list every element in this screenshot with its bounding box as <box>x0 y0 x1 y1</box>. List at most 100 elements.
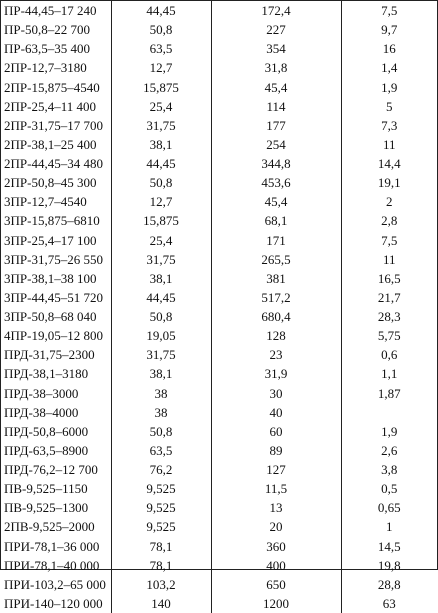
breaking-load-cell: 60 <box>210 421 342 441</box>
mass-cell: 9,7 <box>340 20 437 40</box>
mass-cell: 21,7 <box>340 287 437 307</box>
breaking-load-cell: 40 <box>210 402 342 422</box>
mass-cell: 11 <box>340 249 437 269</box>
mass-cell: 1,1 <box>340 364 437 384</box>
pitch-cell: 31,75 <box>110 115 212 135</box>
pitch-cell: 9,525 <box>110 479 212 499</box>
pitch-cell: 9,525 <box>110 498 212 518</box>
mass-cell: 1,9 <box>340 77 437 97</box>
pitch-cell: 44,45 <box>110 1 212 21</box>
pitch-cell: 44,45 <box>110 154 212 174</box>
table-row: ПРИ-103,2–65 000 103,2 650 28,8 <box>1 574 437 594</box>
mass-cell: 11 <box>340 134 437 154</box>
pitch-cell: 38,1 <box>110 364 212 384</box>
breaking-load-cell: 30 <box>210 383 342 403</box>
chain-designation-cell: 3ПР-50,8–68 040 <box>1 307 112 327</box>
table-row: ПР-44,45–17 240 44,45 172,4 7,5 <box>1 1 437 21</box>
pitch-cell: 38,1 <box>110 268 212 288</box>
breaking-load-cell: 227 <box>210 20 342 40</box>
mass-cell: 28,3 <box>340 307 437 327</box>
breaking-load-cell: 381 <box>210 268 342 288</box>
pitch-cell: 78,1 <box>110 536 212 556</box>
breaking-load-cell: 517,2 <box>210 287 342 307</box>
breaking-load-cell: 128 <box>210 326 342 346</box>
mass-cell: 16 <box>340 39 437 59</box>
table-row: 2ПР-50,8–45 300 50,8 453,6 19,1 <box>1 173 437 193</box>
mass-cell: 0,6 <box>340 345 437 365</box>
chain-designation-cell: ПРД-50,8–6000 <box>1 421 112 441</box>
chain-designation-cell: 2ПВ-9,525–2000 <box>1 517 112 537</box>
chain-designation-cell: ПРД-38–4000 <box>1 402 112 422</box>
mass-cell: 19,1 <box>340 173 437 193</box>
mass-cell: 2,8 <box>340 211 437 231</box>
table-row: ПРИ-78,1–36 000 78,1 360 14,5 <box>1 536 437 556</box>
breaking-load-cell: 20 <box>210 517 342 537</box>
table-row: 2ПВ-9,525–2000 9,525 20 1 <box>1 517 437 537</box>
table-row: ПВ-9,525–1300 9,525 13 0,65 <box>1 498 437 518</box>
mass-cell: 2 <box>340 192 437 212</box>
breaking-load-cell: 31,8 <box>210 58 342 78</box>
mass-cell: 63 <box>340 593 437 613</box>
chain-designation-cell: ПРД-76,2–12 700 <box>1 460 112 480</box>
pitch-cell: 38 <box>110 383 212 403</box>
mass-cell: 1,87 <box>340 383 437 403</box>
breaking-load-cell: 31,9 <box>210 364 342 384</box>
breaking-load-cell: 172,4 <box>210 1 342 21</box>
chain-designation-cell: 3ПР-25,4–17 100 <box>1 230 112 250</box>
table-row: ПР-63,5–35 400 63,5 354 16 <box>1 39 437 59</box>
chain-designation-cell: 3ПР-44,45–51 720 <box>1 287 112 307</box>
breaking-load-cell: 89 <box>210 440 342 460</box>
table-row: ПРИ-78,1–40 000 78,1 400 19,8 <box>1 555 437 575</box>
pitch-cell: 63,5 <box>110 440 212 460</box>
pitch-cell: 9,525 <box>110 517 212 537</box>
chain-designation-cell: ПРД-38,1–3180 <box>1 364 112 384</box>
breaking-load-cell: 23 <box>210 345 342 365</box>
mass-cell: 19,8 <box>340 555 437 575</box>
table-row: 2ПР-15,875–4540 15,875 45,4 1,9 <box>1 77 437 97</box>
pitch-cell: 103,2 <box>110 574 212 594</box>
mass-cell: 3,8 <box>340 460 437 480</box>
chain-designation-cell: 4ПР-19,05–12 800 <box>1 326 112 346</box>
pitch-cell: 25,4 <box>110 230 212 250</box>
mass-cell: 7,3 <box>340 115 437 135</box>
breaking-load-cell: 360 <box>210 536 342 556</box>
table-row: ПРД-63,5–8900 63,5 89 2,6 <box>1 440 437 460</box>
breaking-load-cell: 114 <box>210 96 342 116</box>
chain-designation-cell: ПР-44,45–17 240 <box>1 1 112 21</box>
mass-cell: 16,5 <box>340 268 437 288</box>
pitch-cell: 44,45 <box>110 287 212 307</box>
chain-designation-cell: 2ПР-31,75–17 700 <box>1 115 112 135</box>
chain-designation-cell: 3ПР-38,1–38 100 <box>1 268 112 288</box>
breaking-load-cell: 354 <box>210 39 342 59</box>
pitch-cell: 15,875 <box>110 211 212 231</box>
pitch-cell: 12,7 <box>110 58 212 78</box>
breaking-load-cell: 177 <box>210 115 342 135</box>
chain-designation-cell: ПРД-31,75–2300 <box>1 345 112 365</box>
chain-designation-cell: 2ПР-25,4–11 400 <box>1 96 112 116</box>
table-row: ПР-50,8–22 700 50,8 227 9,7 <box>1 20 437 40</box>
table-row: 3ПР-44,45–51 720 44,45 517,2 21,7 <box>1 287 437 307</box>
breaking-load-cell: 45,4 <box>210 192 342 212</box>
breaking-load-cell: 127 <box>210 460 342 480</box>
chain-designation-cell: 2ПР-44,45–34 480 <box>1 154 112 174</box>
table-row: 2ПР-12,7–3180 12,7 31,8 1,4 <box>1 58 437 78</box>
pitch-cell: 38 <box>110 402 212 422</box>
mass-cell: 0,65 <box>340 498 437 518</box>
chain-designation-cell: 3ПР-31,75–26 550 <box>1 249 112 269</box>
table-row: 3ПР-50,8–68 040 50,8 680,4 28,3 <box>1 307 437 327</box>
chain-designation-cell: 2ПР-12,7–3180 <box>1 58 112 78</box>
chain-designation-cell: 3ПР-12,7–4540 <box>1 192 112 212</box>
breaking-load-cell: 171 <box>210 230 342 250</box>
table-row: 3ПР-15,875–6810 15,875 68,1 2,8 <box>1 211 437 231</box>
pitch-cell: 78,1 <box>110 555 212 575</box>
mass-cell: 5 <box>340 96 437 116</box>
table-row: ПРД-76,2–12 700 76,2 127 3,8 <box>1 460 437 480</box>
mass-cell: 5,75 <box>340 326 437 346</box>
mass-cell: 14,4 <box>340 154 437 174</box>
mass-cell: 28,8 <box>340 574 437 594</box>
chain-designation-cell: ПРИ-103,2–65 000 <box>1 574 112 594</box>
breaking-load-cell: 265,5 <box>210 249 342 269</box>
breaking-load-cell: 453,6 <box>210 173 342 193</box>
